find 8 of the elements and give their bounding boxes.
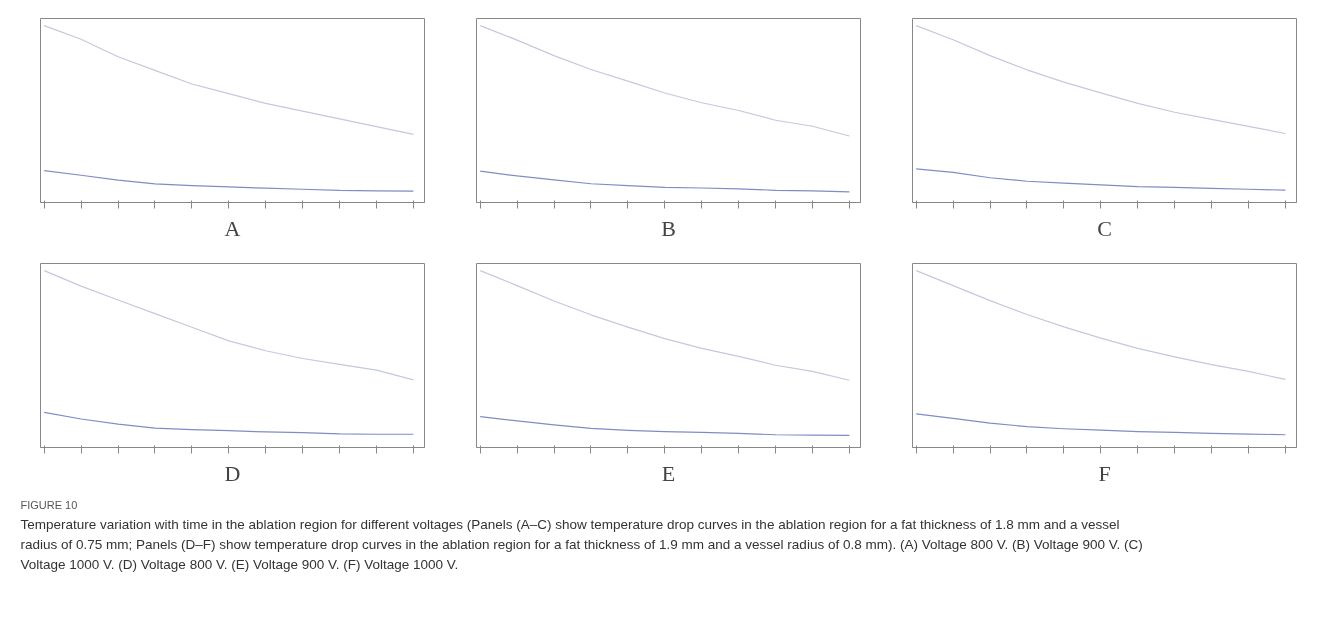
text: B xyxy=(661,215,676,241)
text: E xyxy=(661,460,676,486)
text: C xyxy=(1097,215,1112,241)
text: F xyxy=(1098,460,1111,486)
text: A xyxy=(224,215,241,241)
text: Temperature variation with time in the ablation region for different voltages (Panels (A–C) show temperature drop curves in the ablation region for a fat thickness of 1.8 mm and a vessel radius of 0.75 mm; Panels (D–F) show temperature drop curves in the ablation region for a fat thickness of 1.9 mm and a vessel radius of 0.8 mm). (A) Voltage 800 V. (B) Voltage 900 V. (C) Voltage 1000 V. (D) Voltage 800 V. (E) Voltage 900 V. (F) Voltage 1000 V. xyxy=(20,516,1143,572)
text: FIGURE 10 xyxy=(20,498,78,511)
text: D xyxy=(224,460,241,486)
